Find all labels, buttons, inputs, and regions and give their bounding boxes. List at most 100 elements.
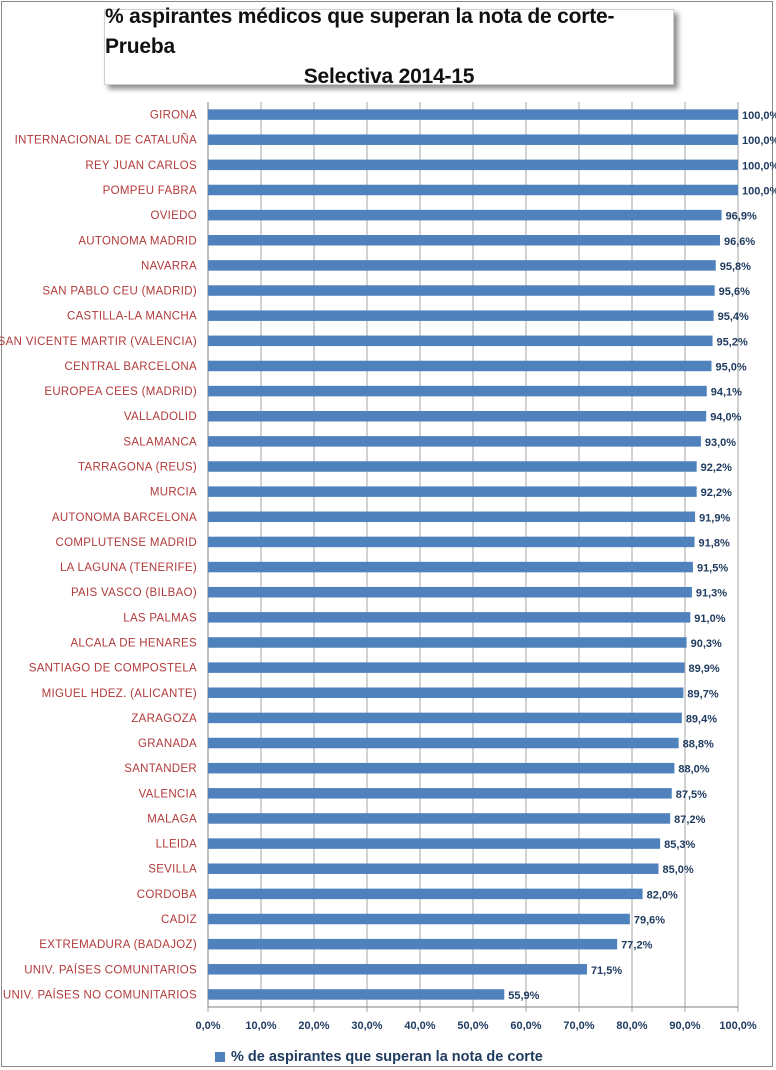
bar <box>208 788 672 799</box>
value-label: 89,4% <box>686 713 717 725</box>
bar <box>208 612 691 623</box>
category-label: GRANADA <box>138 738 197 750</box>
value-label: 95,8% <box>720 261 751 273</box>
category-label: OVIEDO <box>150 210 197 222</box>
legend-swatch <box>215 1052 225 1062</box>
bar <box>208 184 738 196</box>
chart-title-box: % aspirantes médicos que superan la nota… <box>104 5 674 88</box>
bar <box>208 310 714 321</box>
bar <box>208 486 697 497</box>
bar <box>208 436 701 447</box>
value-label: 88,8% <box>683 739 714 751</box>
bar <box>208 159 738 171</box>
category-label: SEVILLA <box>148 864 197 876</box>
bar <box>208 989 505 1000</box>
category-label: LLEIDA <box>156 839 197 851</box>
x-tick-label: 60,0% <box>510 1020 541 1032</box>
bar <box>208 209 722 221</box>
bars <box>208 109 738 1000</box>
category-label: AUTONOMA MADRID <box>78 235 197 247</box>
category-label: AUTONOMA BARCELONA <box>52 512 197 524</box>
category-label: SALAMANCA <box>123 436 197 448</box>
value-label: 91,5% <box>697 563 728 575</box>
category-label: EXTREMADURA (BADAJOZ) <box>39 939 197 951</box>
bar <box>208 762 675 774</box>
x-tick-label: 30,0% <box>351 1020 382 1032</box>
value-label: 85,0% <box>663 864 694 876</box>
x-axis-ticks: 0,0% 10,0% 20,0% 30,0% 40,0% 50,0% 60,0% 70,0% 8… <box>195 1020 756 1032</box>
value-label: 96,9% <box>726 211 757 223</box>
value-label: 100,0% <box>742 110 776 122</box>
value-label: 100,0% <box>742 160 776 172</box>
value-label: 95,6% <box>719 286 750 298</box>
category-labels: GIRONA INTERNACIONAL DE CATALUÑA REY JUAN … <box>0 110 197 1002</box>
value-label: 77,2% <box>621 940 652 952</box>
x-tick-label: 90,0% <box>669 1020 700 1032</box>
category-label: REY JUAN CARLOS <box>85 160 197 172</box>
bar <box>208 134 738 145</box>
x-tick-label: 10,0% <box>245 1020 276 1032</box>
bar <box>208 687 684 699</box>
bar <box>208 536 695 548</box>
value-label: 88,0% <box>678 764 709 776</box>
category-label: SANTANDER <box>124 763 197 775</box>
value-label: 91,3% <box>696 588 727 600</box>
bar <box>208 737 679 749</box>
bar <box>208 285 715 296</box>
x-tick-label: 50,0% <box>457 1020 488 1032</box>
value-label: 79,6% <box>634 915 665 927</box>
bar <box>208 461 697 472</box>
bar <box>208 586 692 598</box>
value-label: 92,2% <box>701 487 732 499</box>
value-label: 94,1% <box>711 387 742 399</box>
bar <box>208 360 712 372</box>
bar <box>208 260 716 271</box>
value-label: 93,0% <box>705 437 736 449</box>
category-label: CADIZ <box>161 914 197 926</box>
value-label: 95,0% <box>716 361 747 373</box>
value-label: 91,9% <box>699 512 730 524</box>
category-label: EUROPEA CEES (MADRID) <box>44 386 197 398</box>
bar <box>208 410 707 422</box>
x-tick-label: 40,0% <box>404 1020 435 1032</box>
bar <box>208 863 659 874</box>
value-labels: 100,0% 100,0% 100,0% 100,0% 96,9% 96,6% 95,8% 9… <box>508 110 776 1002</box>
category-label: LAS PALMAS <box>123 612 197 624</box>
value-label: 55,9% <box>508 990 539 1002</box>
x-tick-label: 20,0% <box>298 1020 329 1032</box>
bar <box>208 888 643 900</box>
value-label: 94,0% <box>710 412 741 424</box>
category-label: MALAGA <box>147 813 197 825</box>
gridlines <box>207 102 739 1012</box>
value-label: 100,0% <box>742 185 776 197</box>
value-label: 90,3% <box>691 638 722 650</box>
value-label: 71,5% <box>591 965 622 977</box>
bar <box>208 637 687 648</box>
legend: % de aspirantes que superan la nota de c… <box>215 1047 543 1067</box>
value-label: 96,6% <box>724 236 755 248</box>
category-label: VALLADOLID <box>124 411 197 423</box>
value-label: 95,2% <box>717 336 748 348</box>
value-label: 89,9% <box>688 663 719 675</box>
chart-title-line-1: % aspirantes médicos que superan la nota… <box>105 5 615 58</box>
x-tick-label: 0,0% <box>195 1020 220 1032</box>
x-tick-label: 70,0% <box>563 1020 594 1032</box>
x-tick-label: 80,0% <box>616 1020 647 1032</box>
bar <box>208 712 682 724</box>
category-label: INTERNACIONAL DE CATALUÑA <box>15 134 197 147</box>
category-label: LA LAGUNA (TENERIFE) <box>60 562 197 574</box>
value-label: 92,2% <box>701 462 732 474</box>
bar <box>208 511 696 523</box>
category-label: CENTRAL BARCELONA <box>65 361 198 373</box>
category-label: TARRAGONA (REUS) <box>78 462 197 474</box>
category-label: UNIV. PAÍSES NO COMUNITARIOS <box>3 988 197 1001</box>
bar <box>208 561 693 573</box>
bar <box>208 838 661 849</box>
value-label: 85,3% <box>664 839 695 851</box>
category-label: MIGUEL HDEZ. (ALICANTE) <box>42 688 197 700</box>
category-label: SAN PABLO CEU (MADRID) <box>42 286 197 298</box>
category-label: VALENCIA <box>139 788 197 800</box>
bar <box>208 235 720 246</box>
x-tick-label: 100,0% <box>719 1020 757 1032</box>
